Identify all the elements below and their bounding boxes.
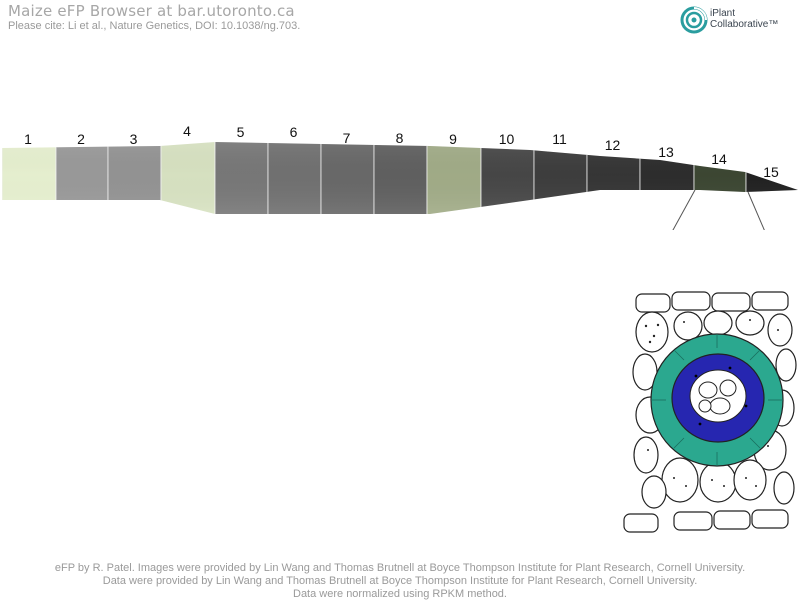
segment-label-4: 4 <box>183 123 191 139</box>
footer-data-line: Data were provided by Lin Wang and Thoma… <box>102 575 698 587</box>
epidermis-cell <box>751 291 789 311</box>
segment-label-14: 14 <box>711 151 727 167</box>
segment-label-13: 13 <box>658 144 674 160</box>
epidermis-cell <box>711 292 751 312</box>
footer: eFP by R. Patel. Images were provided by… <box>0 562 800 601</box>
logo-text: iPlant Collaborative™ <box>710 8 778 30</box>
segment-label-9: 9 <box>449 131 457 147</box>
mesophyll-cell <box>635 311 669 353</box>
epidermis-cell <box>751 509 789 529</box>
segment-label-11: 11 <box>552 131 567 147</box>
zoom-line-right <box>747 191 765 230</box>
segment-label-2: 2 <box>77 131 85 147</box>
mesophyll-cell <box>735 310 765 336</box>
segment-label-12: 12 <box>605 137 621 153</box>
epidermis-cell <box>635 293 671 313</box>
mesophyll-cell <box>661 457 699 503</box>
segment-label-6: 6 <box>290 124 298 140</box>
zoom-line-left <box>672 189 696 230</box>
segment-label-7: 7 <box>343 130 351 146</box>
footer-normalization-line: Data were normalized using RPKM method. <box>293 588 507 600</box>
mesophyll-cell <box>633 436 659 474</box>
footer-credit-line: eFP by R. Patel. Images were provided by… <box>54 562 746 574</box>
vascular-center <box>689 369 747 423</box>
iplant-swirl-icon <box>680 6 708 34</box>
epidermis-cell <box>671 291 711 311</box>
citation-text: Please cite: Li et al., Nature Genetics,… <box>8 20 301 32</box>
mesophyll-cell <box>641 475 667 509</box>
leaf-cross-section <box>623 291 797 533</box>
epidermis-cell <box>713 510 751 530</box>
segment-label-8: 8 <box>396 130 404 146</box>
segment-label-10: 10 <box>499 131 515 147</box>
mesophyll-cell <box>775 348 797 382</box>
page-title: Maize eFP Browser at bar.utoronto.ca <box>8 2 295 20</box>
mesophyll-cell <box>767 313 793 347</box>
logo-line-1: iPlant <box>710 8 736 19</box>
segment-label-5: 5 <box>237 124 245 140</box>
mesophyll-cell <box>703 310 733 336</box>
iplant-logo[interactable]: iPlant Collaborative™ <box>680 6 790 38</box>
mesophyll-cell <box>733 459 767 501</box>
segment-label-15: 15 <box>763 164 779 180</box>
segment-label-1: 1 <box>24 131 32 147</box>
mesophyll-cell <box>673 311 703 341</box>
logo-line-2: Collaborative™ <box>710 19 779 30</box>
epidermis-cell <box>623 513 659 533</box>
mesophyll-cell <box>699 461 737 503</box>
epidermis-cell <box>673 511 713 531</box>
segment-label-3: 3 <box>130 131 138 147</box>
mesophyll-cell <box>773 471 795 505</box>
